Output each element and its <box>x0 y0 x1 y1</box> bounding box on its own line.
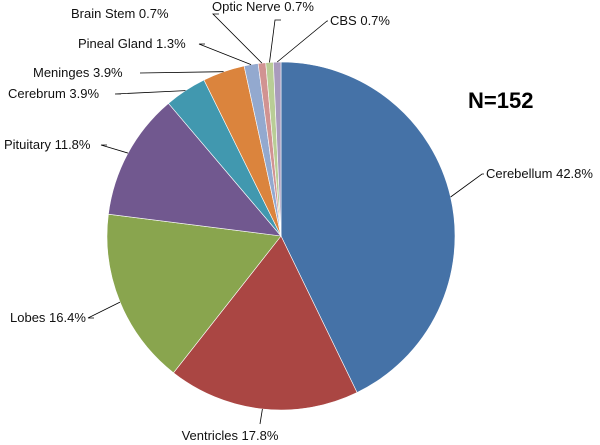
leader-line-cerebrum <box>114 90 186 95</box>
leader-line-brain-stem <box>212 13 263 64</box>
sample-size-annotation: N=152 <box>468 88 533 113</box>
pie-slice-cbs <box>273 61 282 237</box>
leader-lines-layer <box>87 13 484 425</box>
leader-line-lobes <box>87 301 121 319</box>
slice-label-cbs: CBS 0.7% <box>330 13 390 28</box>
leader-line-pineal-gland <box>198 43 252 65</box>
slice-label-cerebrum: Cerebrum 3.9% <box>8 86 99 101</box>
leader-line-ventricles <box>259 408 263 425</box>
slice-label-pituitary: Pituitary 11.8% <box>4 137 91 152</box>
leader-line-cerebellum <box>450 173 484 198</box>
labels-layer: Cerebellum 42.8% Ventricles 17.8% Lobes 16… <box>4 0 593 443</box>
slice-label-brain-stem: Brain Stem 0.7% <box>71 6 169 21</box>
leader-line-cbs <box>276 20 328 63</box>
pie-slice-lobes <box>106 213 282 374</box>
slice-label-cerebellum: Cerebellum 42.8% <box>486 166 593 181</box>
slice-label-meninges: Meninges 3.9% <box>33 65 123 80</box>
slices-layer <box>106 61 456 411</box>
pie-slice-pituitary <box>108 102 282 237</box>
pie-slice-cerebellum <box>280 61 456 393</box>
slice-label-pineal-gland: Pineal Gland 1.3% <box>78 36 186 51</box>
slice-label-lobes: Lobes 16.4% <box>10 310 86 325</box>
leader-line-meninges <box>139 71 224 74</box>
leader-line-optic-nerve <box>269 19 281 63</box>
slice-label-optic-nerve: Optic Nerve 0.7% <box>212 0 314 14</box>
slice-label-ventricles: Ventricles 17.8% <box>182 428 279 443</box>
leader-line-pituitary <box>100 144 129 154</box>
